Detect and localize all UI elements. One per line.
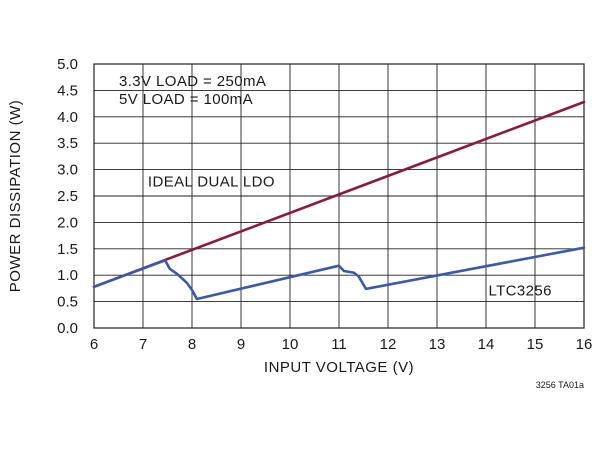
y-tick-label: 0.0	[57, 320, 78, 337]
x-tick-label: 7	[139, 336, 147, 353]
x-tick-label: 16	[576, 336, 593, 353]
annotation-load-5v: 5V LOAD = 100mA	[119, 91, 253, 108]
series-label-ltc3256: LTC3256	[488, 282, 551, 299]
y-tick-label: 1.0	[57, 267, 78, 284]
x-tick-label: 13	[429, 336, 446, 353]
x-axis-label: INPUT VOLTAGE (V)	[264, 359, 414, 376]
figure-reference: 3256 TA01a	[536, 380, 584, 390]
y-tick-label: 2.0	[57, 214, 78, 231]
x-tick-label: 8	[188, 336, 196, 353]
plot-frame	[93, 63, 585, 329]
y-tick-label: 3.5	[57, 135, 78, 152]
x-tick-labels: 6 7 8 9 10 11 12 13 14 15 16	[90, 336, 593, 353]
y-tick-label: 1.5	[57, 241, 78, 258]
series-labels: IDEAL DUAL LDO LTC3256	[148, 173, 552, 299]
x-tick-label: 14	[478, 336, 495, 353]
annotation-load-3v3: 3.3V LOAD = 250mA	[119, 73, 266, 90]
y-axis-label: POWER DISSIPATION (W)	[7, 100, 24, 292]
y-tick-label: 2.5	[57, 188, 78, 205]
series-layer	[92, 100, 586, 301]
x-tick-label: 15	[527, 336, 544, 353]
y-tick-label: 4.5	[57, 82, 78, 99]
x-tick-label: 10	[282, 336, 299, 353]
x-tick-label: 9	[237, 336, 245, 353]
x-tick-label: 11	[331, 336, 347, 353]
y-tick-label: 0.5	[57, 294, 78, 311]
y-tick-label: 4.0	[57, 109, 78, 126]
y-tick-labels: 0.0 0.5 1.0 1.5 2.0 2.5 3.0 3.5 4.0 4.5 5.0	[57, 56, 78, 337]
series-label-ideal-dual-ldo: IDEAL DUAL LDO	[148, 173, 275, 190]
y-tick-label: 3.0	[57, 162, 78, 179]
series-line-ideal-dual-ldo	[92, 100, 586, 289]
x-tick-label: 12	[380, 336, 397, 353]
series-line-ltc3256	[92, 246, 586, 301]
y-tick-label: 5.0	[57, 56, 78, 73]
x-tick-label: 6	[90, 336, 98, 353]
